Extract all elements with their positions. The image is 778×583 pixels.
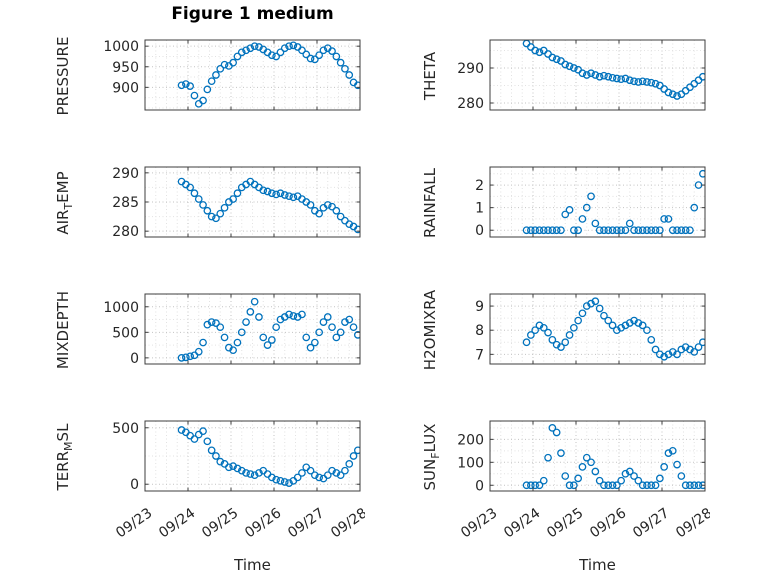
svg-text:09/24: 09/24: [156, 505, 198, 541]
chart-pressure: 900 950 1000: [103, 39, 361, 111]
svg-text:09/28: 09/28: [328, 505, 365, 541]
svg-text:09/23: 09/23: [458, 505, 500, 541]
svg-text:09/27: 09/27: [630, 505, 672, 541]
svg-text:0: 0: [475, 223, 484, 239]
svg-text:290: 290: [457, 61, 484, 77]
svg-text:285: 285: [112, 195, 139, 211]
svg-text:9: 9: [475, 299, 484, 315]
chart-mixdepth: 0 500 1000: [103, 293, 361, 367]
svg-text:1000: 1000: [103, 39, 139, 55]
svg-text:0: 0: [130, 477, 139, 493]
svg-text:500: 500: [112, 325, 139, 341]
svg-text:290: 290: [112, 166, 139, 182]
svg-text:09/25: 09/25: [199, 505, 241, 541]
svg-text:280: 280: [112, 224, 139, 240]
svg-text:200: 200: [457, 432, 484, 448]
svg-text:8: 8: [475, 323, 484, 339]
chart-theta: 280 290: [457, 39, 706, 112]
chart-terr-msl: 0 500 09/23 09/24 09/25 09/26 09/27 09/28: [112, 420, 365, 541]
chart-rainfall: 0 1 2: [475, 166, 706, 239]
svg-text:950: 950: [112, 60, 139, 76]
svg-text:1000: 1000: [103, 300, 139, 316]
svg-text:0: 0: [130, 351, 139, 367]
svg-text:900: 900: [112, 80, 139, 96]
svg-text:09/25: 09/25: [544, 505, 586, 541]
y-axis-label-sun-flux: SUNFLUX: [421, 423, 442, 491]
x-axis-label-left: Time: [234, 556, 271, 574]
svg-text:100: 100: [457, 455, 484, 471]
svg-text:09/26: 09/26: [242, 505, 284, 541]
x-axis-label-right: Time: [579, 556, 616, 574]
svg-text:09/26: 09/26: [587, 505, 629, 541]
svg-text:09/28: 09/28: [673, 505, 710, 541]
chart-sun-flux: 0 100 200 09/23 09/24 09/25 09/26 09/27 09/28: [457, 420, 710, 541]
chart-h2omixra: 7 8 9: [475, 293, 706, 365]
svg-text:09/24: 09/24: [501, 505, 543, 541]
chart-air-temp: 280 285 290: [112, 166, 361, 240]
svg-text:09/23: 09/23: [113, 505, 155, 541]
svg-text:2: 2: [475, 178, 484, 194]
svg-text:7: 7: [475, 347, 484, 363]
figure-title: Figure 1 medium: [171, 4, 334, 24]
svg-text:1: 1: [475, 201, 484, 217]
svg-text:500: 500: [112, 421, 139, 437]
svg-text:0: 0: [475, 478, 484, 494]
y-axis-label-terr-msl: TERRMSL: [54, 423, 75, 491]
svg-text:09/27: 09/27: [285, 505, 327, 541]
svg-text:280: 280: [457, 96, 484, 112]
